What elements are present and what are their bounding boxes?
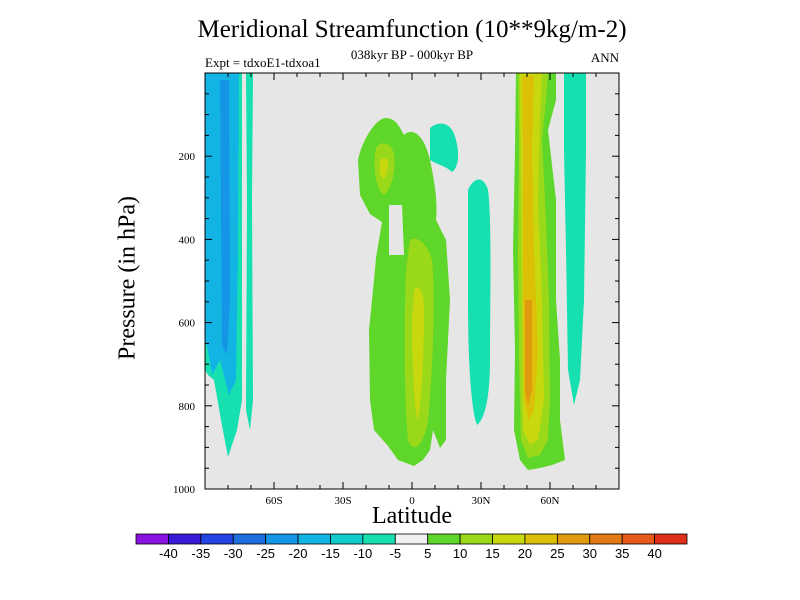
colorbar-label: 10 xyxy=(453,546,467,561)
contour-south-m20 xyxy=(220,80,230,355)
colorbar-swatch xyxy=(362,533,396,545)
colorbar-swatch xyxy=(556,533,591,545)
y-tick-label: 200 xyxy=(179,151,196,163)
y-tick-label: 1000 xyxy=(173,484,196,496)
x-tick-label: 60N xyxy=(541,495,560,507)
colorbar-label: 30 xyxy=(583,546,597,561)
colorbar-swatch xyxy=(135,533,169,545)
colorbar-label: -15 xyxy=(321,546,340,561)
chart-subtitle-left: Expt = tdxoE1-tdxoa1 xyxy=(205,55,321,70)
colorbar-label: -5 xyxy=(390,546,402,561)
x-axis-ticks: 60S 30S 0 30N 60N xyxy=(227,73,597,507)
y-axis-label: Pressure (in hPa) xyxy=(114,196,141,360)
y-axis-ticks: 200 400 600 800 1000 xyxy=(173,93,619,496)
colorbar-swatch xyxy=(621,533,655,545)
colorbar-swatch xyxy=(427,533,461,545)
colorbar-label: 15 xyxy=(485,546,499,561)
x-axis-label: Latitude xyxy=(372,503,452,529)
contour-nsub-deep xyxy=(468,179,491,425)
x-tick-label: 30S xyxy=(334,495,351,507)
contour-nmid-p30 xyxy=(525,300,532,405)
x-tick-label: 0 xyxy=(409,495,415,507)
chart-subtitle-center: 038kyr BP - 000kyr BP xyxy=(350,47,474,62)
colorbar-swatch xyxy=(330,533,364,545)
colorbar-label: 40 xyxy=(647,546,661,561)
colorbar-swatch xyxy=(265,533,299,545)
colorbar-label: -10 xyxy=(353,546,372,561)
contour-nhigh-m5 xyxy=(564,73,586,405)
chart-title: Meridional Streamfunction (10**9kg/m-2) xyxy=(197,16,627,43)
colorbar-swatch xyxy=(232,533,267,545)
colorbar-swatch xyxy=(492,533,526,545)
colorbar-swatch xyxy=(394,533,429,545)
contour-nsub-upper xyxy=(430,123,459,172)
y-tick-label: 400 xyxy=(179,234,196,246)
colorbar-swatch xyxy=(200,533,234,545)
colorbar-label: 25 xyxy=(550,546,564,561)
colorbar-label: -40 xyxy=(159,546,178,561)
colorbar-label: 35 xyxy=(615,546,629,561)
contour-fields xyxy=(205,73,586,470)
colorbar-label: -20 xyxy=(289,546,308,561)
colorbar-label: -25 xyxy=(256,546,275,561)
colorbar-label: 20 xyxy=(518,546,532,561)
colorbar-swatch xyxy=(589,533,623,545)
colorbar-label: 5 xyxy=(424,546,431,561)
colorbar-swatch xyxy=(654,533,688,545)
colorbar-swatch xyxy=(297,533,331,545)
colorbar-label: -35 xyxy=(191,546,210,561)
contour-south-narrow xyxy=(246,73,253,430)
colorbar-swatch xyxy=(524,533,558,545)
colorbar-swatch xyxy=(459,533,493,545)
contour-tropic-p20-upper xyxy=(379,158,388,179)
chart-subtitle-right: ANN xyxy=(590,50,619,65)
x-tick-label: 30N xyxy=(472,495,491,507)
colorbar: -40 -35 -30 -25 -20 -15 -10 -5 5 10 15 20 25 30 35 40 xyxy=(135,533,688,561)
y-tick-label: 600 xyxy=(179,318,196,330)
colorbar-swatch xyxy=(168,533,202,545)
x-tick-label: 60S xyxy=(265,495,282,507)
colorbar-label: -30 xyxy=(224,546,243,561)
y-tick-label: 800 xyxy=(179,401,196,413)
contour-tropic-p20-deep xyxy=(412,287,424,420)
